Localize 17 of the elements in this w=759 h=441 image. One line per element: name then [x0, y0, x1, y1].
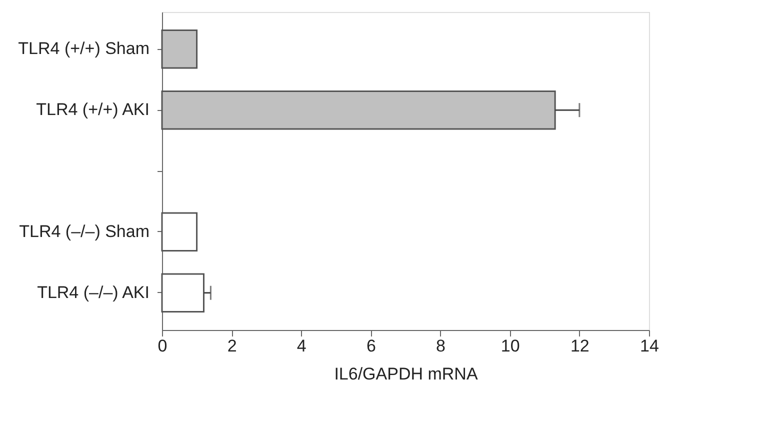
x-tick-label: 4: [296, 336, 306, 356]
x-tick-label: 6: [366, 336, 376, 356]
bar: [161, 273, 204, 312]
y-tick-label: TLR4 (+/+) Sham: [18, 39, 150, 58]
x-tick-label: 2: [227, 336, 237, 356]
x-tick-label: 14: [640, 336, 659, 356]
bar: [161, 90, 556, 130]
y-tick-label: TLR4 (+/+) AKI: [36, 100, 150, 120]
x-axis-title: IL6/GAPDH mRNA: [334, 364, 478, 384]
y-tick-label: TLR4 (–/–) AKI: [37, 282, 150, 302]
y-tick-label: TLR4 (–/–) Sham: [19, 222, 150, 241]
x-tick-label: 8: [436, 336, 446, 356]
bar: [161, 30, 198, 69]
bar: [161, 212, 198, 252]
x-tick-label: 10: [500, 336, 520, 356]
x-tick-label: 12: [570, 336, 590, 356]
x-tick-label: 0: [158, 336, 168, 356]
